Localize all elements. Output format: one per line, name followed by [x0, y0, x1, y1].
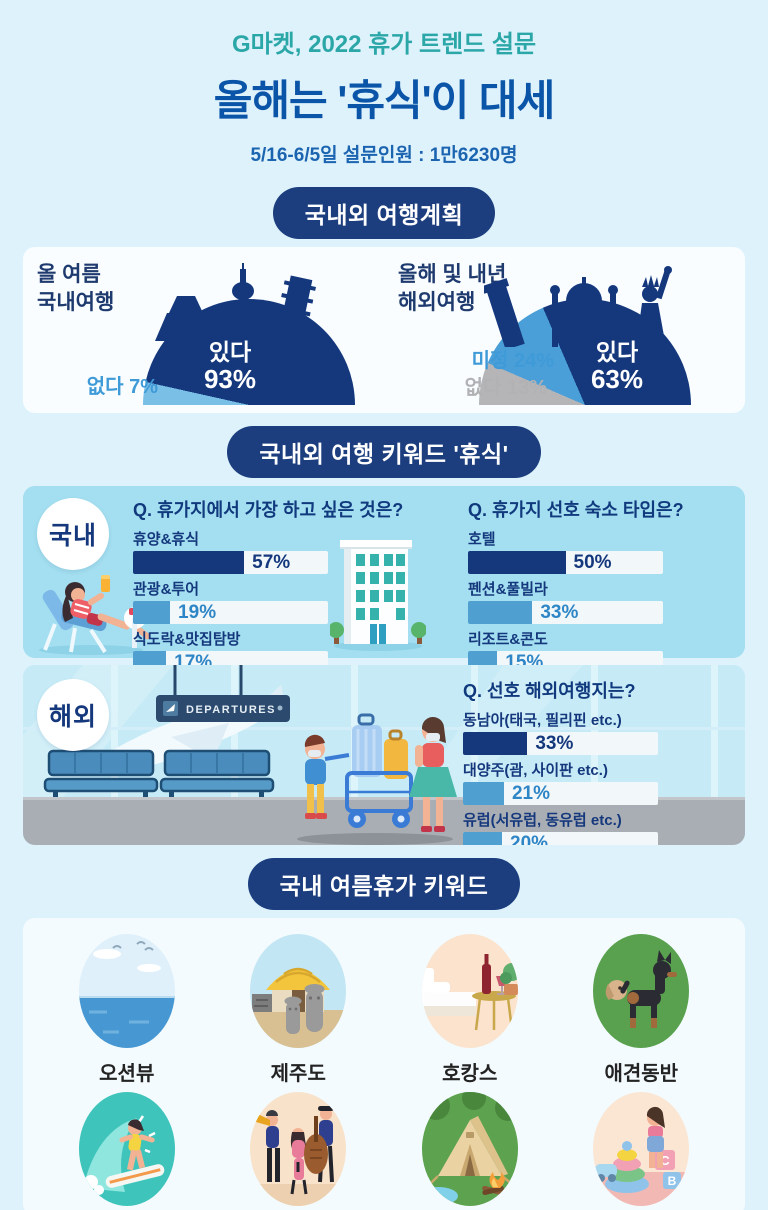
keyword-jeju: 제주도 [213, 934, 385, 1086]
summer-keywords-card: 오션뷰 [23, 918, 745, 1210]
hotel-building-illustration [330, 540, 426, 651]
question-block-stay: Q. 휴가지 선호 숙소 타입은? 호텔 50 펜션&풀빌라 33 리조트&콘도 [468, 496, 688, 678]
travelers-with-cart [297, 713, 457, 845]
callout-undecided: 미정 24 [404, 344, 554, 373]
survey-meta: 5/16-6/5일 설문인원 : 1만6230명 [250, 145, 518, 166]
section-heading-travel-plan: 국내외 여행계획 [272, 187, 496, 239]
keyword-ocean-view: 오션뷰 [41, 934, 213, 1086]
inside-slice-label: 있다 63 [577, 339, 657, 395]
domestic-plan-chart: 올 여름 국내여행 [23, 247, 384, 413]
keyword-glamping: 글램핑 [384, 1092, 556, 1210]
question-title: Q. 휴가지 선호 숙소 타입은? [468, 500, 684, 520]
section-heading-keyword: 국내외 여행 키워드 '휴식' [227, 426, 541, 478]
keyword-surfing: 서핑 [41, 1092, 213, 1210]
keyword-festival: 페스티벌 [213, 1092, 385, 1210]
hotel-staycation-icon [421, 934, 518, 1048]
callout-no: 없다 7 [43, 370, 158, 399]
section-heading-summer: 국내 여름휴가 키워드 [247, 858, 521, 910]
svg-text:DEPARTURES: DEPARTURES [186, 704, 276, 716]
domestic-badge: 국내 [37, 498, 109, 570]
seoul-skyline-illustration [155, 263, 316, 341]
header: G마켓, 2022 휴가 트렌드 설문 올해는 '휴식'이 대세 5/16-6/… [0, 0, 768, 167]
bar-rest-relax: 휴양&휴식 57 [133, 528, 353, 574]
keyword-kids: C B 키즈 [556, 1092, 728, 1210]
bar-oceania: 대양주(괌, 사이판 etc.) 21 [463, 759, 683, 805]
inside-slice-label: 있다 93 [190, 339, 270, 395]
bar-hotel: 호텔 50 [468, 528, 688, 574]
question-title: Q. 선호 해외여행지는? [463, 681, 636, 701]
page-title: 올해는 '휴식'이 대세 [213, 77, 555, 124]
question-block-destination: Q. 선호 해외여행지는? 동남아(태국, 필리핀 etc.) 33 대양주(괌… [463, 677, 683, 845]
survey-subtitle: G마켓, 2022 휴가 트렌드 설문 [231, 31, 537, 58]
ocean-view-icon [78, 934, 175, 1048]
domestic-keyword-card: 국내 Q. 휴가지에서 가장 하고 싶은 것은? 휴양&휴식 [23, 486, 745, 674]
jeju-island-icon [250, 934, 347, 1048]
keywords-grid: 오션뷰 [23, 918, 745, 1210]
ring-toy [605, 1141, 650, 1193]
kids-icon: C B [593, 1092, 690, 1206]
airport-scene-illustration: DEPARTURES [23, 665, 745, 845]
bar-sightseeing: 관광&투어 19 [133, 578, 353, 624]
bar-southeast-asia: 동남아(태국, 필리핀 etc.) 33 [463, 709, 683, 755]
woman-on-deckchair-illustration [39, 575, 151, 655]
travel-plan-card: 올 여름 국내여행 [23, 247, 745, 413]
bar-europe: 유럽(서유럽, 동유럽 etc.) 20 [463, 809, 683, 845]
keyword-dog-friendly: 애견동반 [556, 934, 728, 1086]
dog-friendly-icon [593, 934, 690, 1048]
departures-sign: DEPARTURES [156, 665, 290, 722]
world-landmarks-illustration [484, 266, 672, 347]
chart-caption: 올 여름 국내여행 [37, 263, 115, 315]
chart-caption: 올해 및 내년 해외여행 [398, 263, 507, 315]
overseas-plan-chart: 올해 및 내년 해외여행 [384, 247, 745, 413]
glamping-icon [421, 1092, 518, 1206]
surfing-icon [78, 1092, 175, 1206]
question-title: Q. 휴가지에서 가장 하고 싶은 것은? [133, 500, 404, 520]
overseas-badge: 해외 [37, 679, 109, 751]
question-block-activity: Q. 휴가지에서 가장 하고 싶은 것은? 휴양&휴식 57 관광&투어 19 … [133, 496, 404, 678]
svg-text:C: C [661, 1153, 671, 1168]
festival-icon [250, 1092, 347, 1206]
svg-text:B: B [668, 1174, 677, 1188]
keyword-hocance: 호캉스 [384, 934, 556, 1086]
bar-pension: 펜션&풀빌라 33 [468, 578, 688, 624]
overseas-keyword-card: DEPARTURES [23, 665, 745, 845]
callout-no: 없다 13 [404, 371, 547, 400]
